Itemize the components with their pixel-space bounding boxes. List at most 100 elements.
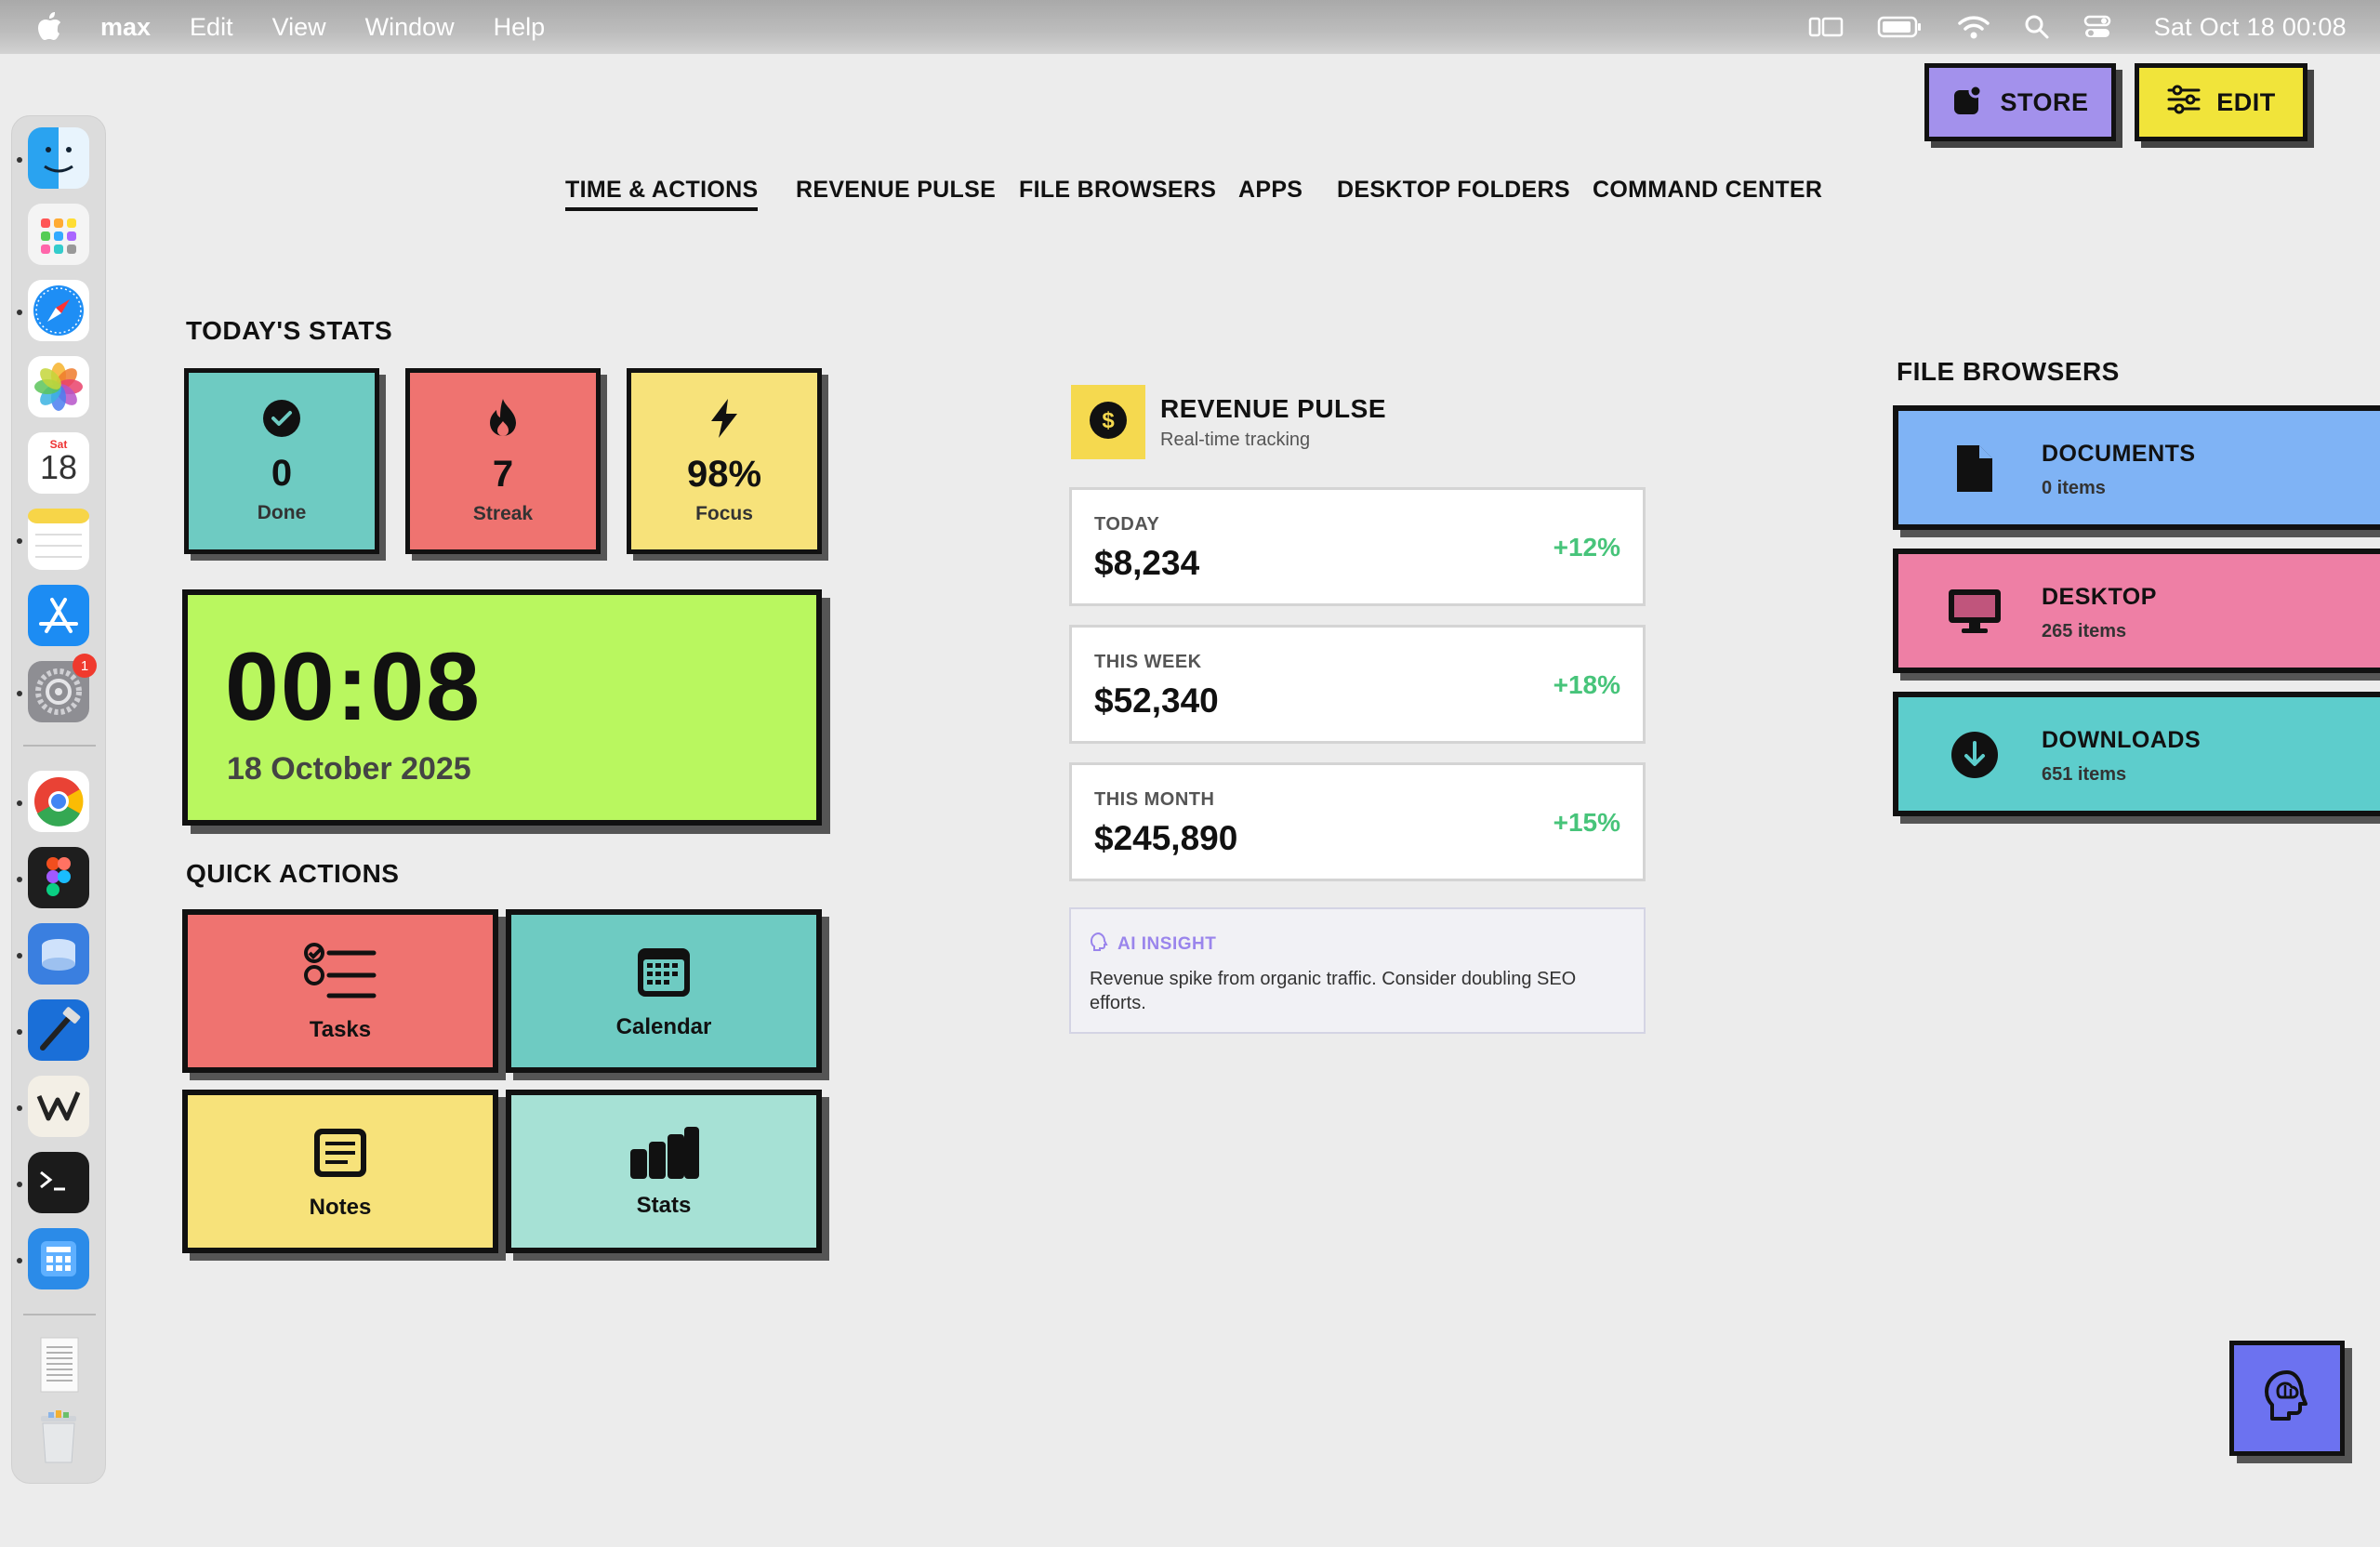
ai-assistant-button[interactable] [2229, 1341, 2345, 1456]
calendar-icon [634, 943, 694, 1007]
dock-separator [23, 745, 96, 747]
stat-card-streak[interactable]: 7 Streak [405, 368, 601, 554]
running-indicator [17, 800, 22, 806]
revenue-amount: $245,890 [1094, 819, 1238, 857]
tab-command-center[interactable]: COMMAND CENTER [1593, 177, 1823, 203]
stat-card-focus[interactable]: 98% Focus [627, 368, 822, 554]
trash-icon[interactable] [28, 1408, 89, 1470]
running-indicator [17, 310, 22, 315]
stat-value: 98% [686, 454, 762, 495]
quick-actions-title: QUICK ACTIONS [186, 859, 400, 888]
file-browser-desktop[interactable]: DESKTOP 265 items [1893, 549, 2380, 673]
sliders-icon [2166, 83, 2202, 123]
control-center-icon[interactable] [2083, 14, 2111, 40]
search-icon[interactable] [2024, 14, 2050, 40]
todays-stats-title: TODAY'S STATS [186, 316, 393, 345]
wifi-icon[interactable] [1957, 14, 1990, 40]
edit-label: EDIT [2216, 87, 2276, 116]
checklist-icon [303, 940, 377, 1010]
brain-icon [1090, 932, 1108, 958]
menu-help[interactable]: Help [493, 12, 546, 41]
chrome-icon[interactable] [28, 771, 89, 832]
menu-bar: max Edit View Window Help Sat Oct 18 00:… [0, 0, 2380, 54]
figma-icon[interactable] [28, 847, 89, 908]
menubar-clock[interactable]: Sat Oct 18 00:08 [2153, 12, 2347, 41]
finder-icon[interactable] [28, 127, 89, 189]
running-indicator [17, 953, 22, 959]
photos-icon[interactable] [28, 356, 89, 417]
revenue-amount: $52,340 [1094, 681, 1219, 720]
revenue-card-week: THIS WEEK $52,340 +18% [1069, 625, 1646, 744]
file-browsers-title: FILE BROWSERS [1897, 357, 2120, 386]
revenue-amount: $8,234 [1094, 544, 1200, 582]
running-indicator [17, 1029, 22, 1035]
battery-icon[interactable] [1877, 16, 1924, 38]
running-indicator [17, 877, 22, 882]
running-indicator [17, 538, 22, 544]
stat-value: 7 [492, 454, 514, 495]
menu-view[interactable]: View [271, 12, 326, 41]
quick-action-calendar[interactable]: Calendar [506, 909, 822, 1073]
apple-icon[interactable] [35, 11, 63, 43]
warp-icon[interactable] [28, 1076, 89, 1137]
file-browser-documents[interactable]: DOCUMENTS 0 items [1893, 405, 2380, 530]
safari-icon[interactable] [28, 280, 89, 341]
revenue-period-label: THIS WEEK [1094, 652, 1202, 672]
revenue-change: +18% [1553, 670, 1620, 699]
system-settings-icon[interactable]: 1 [28, 654, 97, 722]
notes-app-icon[interactable] [28, 509, 89, 570]
check-circle-icon [261, 398, 302, 443]
folder-name: DESKTOP [2042, 584, 2157, 610]
quick-action-notes[interactable]: Notes [182, 1090, 498, 1253]
dock-separator [23, 1314, 96, 1316]
edit-button[interactable]: EDIT [2135, 63, 2307, 141]
dock: Sat 18 1 [11, 115, 106, 1484]
running-indicator [17, 1258, 22, 1263]
revenue-subtitle: Real-time tracking [1160, 430, 1311, 450]
file-browser-downloads[interactable]: DOWNLOADS 651 items [1893, 692, 2380, 816]
revenue-card-month: THIS MONTH $245,890 +15% [1069, 762, 1646, 881]
stat-card-done[interactable]: 0 Done [184, 368, 379, 554]
download-icon [1947, 727, 2003, 783]
disk-utility-icon[interactable] [28, 923, 89, 985]
quick-action-label: Calendar [615, 1013, 712, 1039]
menu-window[interactable]: Window [364, 12, 455, 41]
bolt-icon [707, 397, 741, 444]
monitor-icon [1947, 584, 2003, 640]
revenue-period-label: THIS MONTH [1094, 789, 1215, 810]
terminal-icon[interactable] [28, 1152, 89, 1213]
notes-icon [311, 1123, 370, 1187]
quick-action-tasks[interactable]: Tasks [182, 909, 498, 1073]
running-indicator [17, 157, 22, 163]
app-name-menu[interactable]: max [100, 12, 152, 41]
tab-apps[interactable]: APPS [1238, 177, 1303, 203]
brain-head-icon [2257, 1367, 2317, 1431]
running-indicator [17, 1105, 22, 1111]
tab-time-actions[interactable]: TIME & ACTIONS [565, 177, 759, 211]
revenue-card-today: TODAY $8,234 +12% [1069, 487, 1646, 606]
calendar-app-icon[interactable]: Sat 18 [28, 432, 89, 494]
tab-file-browsers[interactable]: FILE BROWSERS [1019, 177, 1217, 203]
document-stack-icon[interactable] [28, 1334, 89, 1395]
xcode-icon[interactable] [28, 999, 89, 1061]
flame-icon [484, 397, 522, 444]
stage-manager-icon[interactable] [1808, 15, 1844, 39]
tab-desktop-folders[interactable]: DESKTOP FOLDERS [1337, 177, 1570, 203]
dashboard-app-icon[interactable] [28, 1228, 89, 1289]
tab-revenue-pulse[interactable]: REVENUE PULSE [796, 177, 997, 203]
quick-action-label: Stats [636, 1192, 692, 1218]
store-button[interactable]: STORE [1924, 63, 2116, 141]
app-store-icon[interactable] [28, 585, 89, 646]
launchpad-icon[interactable] [28, 204, 89, 265]
dollar-coin-icon: $ [1088, 400, 1129, 445]
running-indicator [17, 691, 22, 696]
quick-action-label: Notes [309, 1194, 372, 1220]
menu-edit[interactable]: Edit [190, 12, 233, 41]
quick-action-stats[interactable]: Stats [506, 1090, 822, 1253]
bar-chart-icon [627, 1125, 701, 1185]
clock-card: 00:08 18 October 2025 [182, 589, 822, 826]
calendar-day-label: Sat [49, 438, 68, 451]
folder-name: DOCUMENTS [2042, 441, 2196, 467]
clock-date: 18 October 2025 [227, 751, 471, 787]
notification-badge: 1 [73, 654, 97, 678]
